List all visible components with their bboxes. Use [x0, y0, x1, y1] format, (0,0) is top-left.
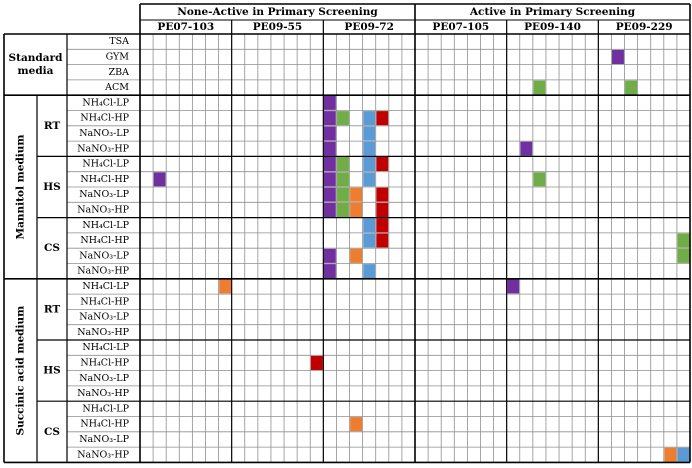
result-cell [363, 111, 376, 126]
result-cell [350, 248, 363, 263]
result-cell [323, 187, 336, 202]
result-cell [664, 447, 677, 462]
row-label: NaNO₃-LP [79, 434, 129, 445]
condition-label: CS [44, 426, 60, 438]
result-cell [363, 233, 376, 248]
result-cell [337, 187, 349, 202]
result-cell [376, 111, 389, 126]
result-cell [337, 172, 349, 187]
result-cell [363, 141, 376, 156]
row-label: ACM [104, 82, 129, 93]
condition-label: HS [43, 181, 61, 193]
result-cell [219, 279, 232, 294]
result-cell [323, 126, 336, 141]
row-label: NH₄Cl-LP [82, 281, 129, 292]
row-label: NH₄Cl-LP [82, 220, 129, 231]
row-label: NH₄Cl-HP [80, 235, 129, 246]
result-cell [153, 172, 166, 187]
strain-header: PE09-72 [344, 21, 393, 33]
result-cell [520, 141, 533, 156]
result-cell [323, 95, 336, 110]
row-label: NaNO₃-LP [79, 128, 129, 139]
result-cell [533, 80, 546, 95]
result-cell [350, 417, 363, 432]
group-header-active: Active in Primary Screening [469, 6, 636, 18]
row-label: NH₄Cl-HP [80, 113, 129, 124]
row-label: NaNO₃-LP [79, 312, 129, 323]
result-cell [376, 233, 389, 248]
result-cell [350, 202, 363, 217]
section-label: Succinic acid medium [15, 306, 27, 436]
strain-header: PE09-229 [616, 21, 673, 33]
result-cell [323, 202, 336, 217]
section-label: Standard [9, 52, 64, 64]
result-cell [323, 248, 336, 263]
row-label: GYM [106, 51, 130, 62]
row-label: TSA [109, 36, 129, 47]
result-cell [507, 279, 520, 294]
condition-label: HS [43, 365, 61, 377]
result-cell [363, 126, 376, 141]
strain-header: PE07-103 [157, 21, 214, 33]
row-label: ZBA [109, 67, 130, 78]
row-label: NaNO₃-HP [77, 266, 129, 277]
group-header-inactive: None-Active in Primary Screening [177, 6, 378, 18]
row-label: NH₄Cl-HP [80, 357, 129, 368]
result-cell [376, 202, 389, 217]
result-cell [337, 202, 349, 217]
row-label: NH₄Cl-HP [80, 174, 129, 185]
result-cell [323, 264, 336, 279]
table-labels: None-Active in Primary Screening Active i… [9, 6, 673, 460]
result-cell [376, 157, 389, 172]
result-cell [677, 447, 690, 462]
strain-header: PE09-55 [253, 21, 302, 33]
condition-label: CS [44, 242, 60, 254]
result-cell [337, 157, 349, 172]
result-cell [363, 157, 376, 172]
row-label: NaNO₃-HP [77, 204, 129, 215]
row-label: NaNO₃-LP [79, 250, 129, 261]
row-label: NH₄Cl-LP [82, 159, 129, 170]
result-cell [323, 172, 336, 187]
row-label: NaNO₃-HP [77, 449, 129, 460]
row-label: NaNO₃-LP [79, 189, 129, 200]
row-label: NH₄Cl-LP [82, 342, 129, 353]
row-label: NH₄Cl-LP [82, 97, 129, 108]
result-cell [612, 49, 624, 64]
row-label: NaNO₃-HP [77, 388, 129, 399]
result-cell [363, 172, 376, 187]
result-cell [323, 157, 336, 172]
result-cell [363, 264, 376, 279]
result-cell [350, 187, 363, 202]
result-cell [533, 172, 546, 187]
fine-gridlines [67, 34, 690, 463]
result-cell [337, 111, 349, 126]
row-label: NaNO₃-LP [79, 373, 129, 384]
result-cell [363, 218, 376, 233]
condition-label: RT [44, 303, 61, 315]
result-cell [323, 141, 336, 156]
row-label: NH₄Cl-HP [80, 296, 129, 307]
row-label: NH₄Cl-LP [82, 403, 129, 414]
strain-header: PE09-140 [524, 21, 581, 33]
result-cell [310, 355, 323, 370]
section-label: Mannitol medium [15, 134, 27, 239]
result-cell [677, 233, 690, 248]
row-label: NaNO₃-HP [77, 143, 129, 154]
result-cell [677, 248, 690, 263]
row-label: NaNO₃-HP [77, 327, 129, 338]
cell-grid [153, 49, 690, 462]
result-cell [323, 111, 336, 126]
result-cell [376, 187, 389, 202]
section-label: media [18, 65, 54, 77]
strain-header: PE07-105 [432, 21, 489, 33]
row-label: NH₄Cl-HP [80, 419, 129, 430]
heavy-gridlines [3, 3, 691, 464]
result-cell [376, 218, 389, 233]
result-cell [625, 80, 638, 95]
condition-label: RT [44, 120, 61, 132]
